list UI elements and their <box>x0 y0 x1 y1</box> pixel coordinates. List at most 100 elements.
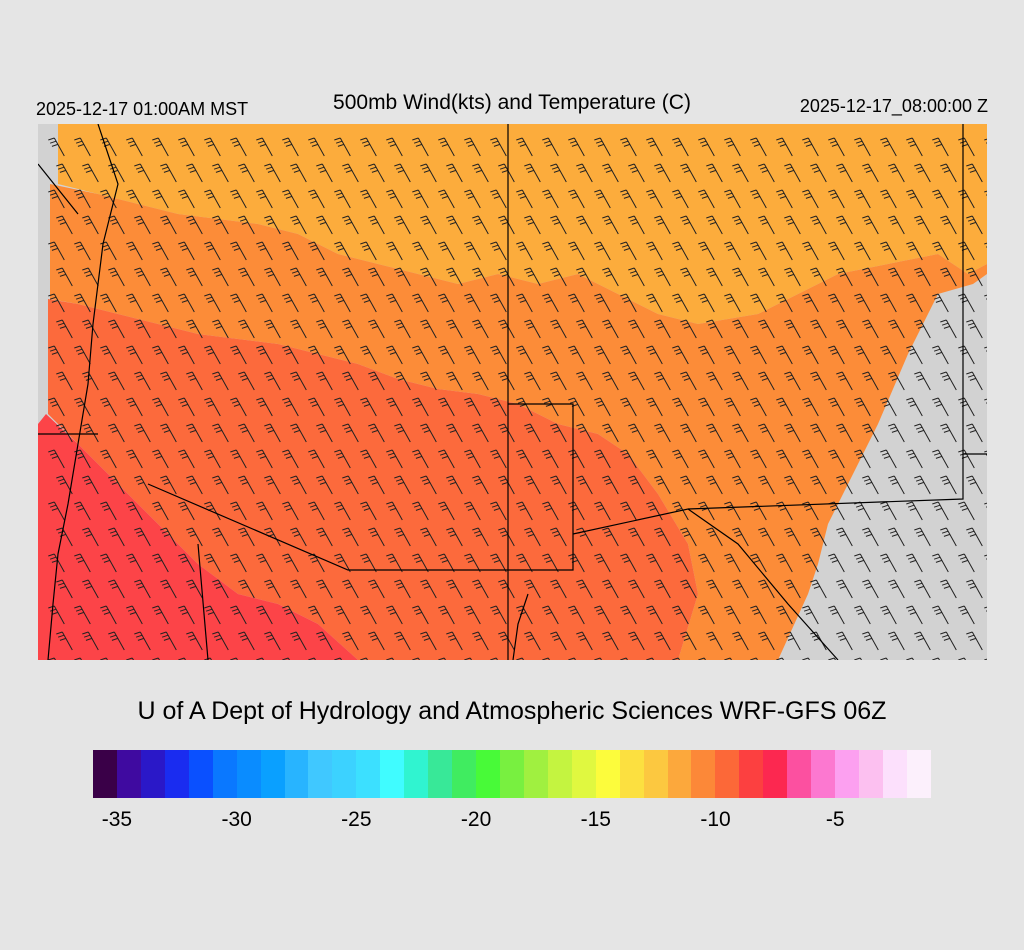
temp-zone-cold <box>38 414 358 660</box>
wind-barb <box>966 423 983 443</box>
wind-barb <box>706 423 723 443</box>
wind-barb <box>56 215 73 235</box>
colorbar-swatch <box>308 750 333 798</box>
wind-barb <box>368 267 385 287</box>
wind-barb <box>594 501 611 521</box>
wind-barb <box>862 371 879 391</box>
wind-barb <box>966 163 983 183</box>
wind-barb <box>230 241 247 261</box>
wind-barb <box>602 215 619 235</box>
wind-barb <box>290 631 307 651</box>
wind-barb <box>568 449 585 469</box>
wind-barb <box>654 527 671 547</box>
wind-barb <box>654 475 671 495</box>
wind-barb <box>464 605 481 625</box>
wind-barb <box>680 319 697 339</box>
wind-barb <box>568 605 585 625</box>
wind-barb <box>186 163 203 183</box>
wind-barb <box>308 293 325 313</box>
wind-barb <box>126 501 143 521</box>
wind-barb <box>542 293 559 313</box>
wind-barb <box>212 163 229 183</box>
wind-barb <box>550 215 567 235</box>
wind-barb <box>256 605 273 625</box>
wind-barb <box>238 319 255 339</box>
wind-barb <box>308 553 325 573</box>
wind-barb <box>940 319 957 339</box>
wind-barb <box>932 137 949 157</box>
wind-barb <box>186 371 203 391</box>
wind-barb <box>646 449 663 469</box>
wind-barb <box>74 397 91 417</box>
wind-barb <box>308 605 325 625</box>
wind-barb <box>542 397 559 417</box>
wind-barb <box>750 293 767 313</box>
wind-barb <box>342 631 359 651</box>
wind-barb <box>862 163 879 183</box>
wind-barb <box>654 371 671 391</box>
wind-barb <box>854 293 871 313</box>
wind-barb <box>386 605 403 625</box>
wind-barb <box>360 449 377 469</box>
wind-barb <box>706 215 723 235</box>
wind-barb <box>646 397 663 417</box>
wind-barb <box>490 397 507 417</box>
wind-barb <box>368 371 385 391</box>
wind-barb <box>394 163 411 183</box>
wind-barb <box>134 579 151 599</box>
wind-barb <box>186 267 203 287</box>
wind-barb <box>256 345 273 365</box>
wind-barb <box>836 163 853 183</box>
wind-barb <box>880 293 897 313</box>
colorbar-swatch <box>236 750 261 798</box>
wind-barb <box>758 631 775 651</box>
wind-barb <box>126 449 143 469</box>
wind-barb <box>290 527 307 547</box>
wind-barb <box>880 137 897 157</box>
wind-barb <box>906 501 923 521</box>
wind-barb <box>602 475 619 495</box>
wind-barb <box>732 319 749 339</box>
wind-barb <box>732 475 749 495</box>
wind-barb <box>386 501 403 521</box>
wind-barb <box>134 423 151 443</box>
wind-barb <box>802 345 819 365</box>
wind-barb <box>698 137 715 157</box>
wind-barb <box>862 475 879 495</box>
wind-barb <box>290 423 307 443</box>
wind-barb <box>550 527 567 547</box>
wind-barb <box>212 527 229 547</box>
credit-text: U of A Dept of Hydrology and Atmospheric… <box>137 697 887 725</box>
wind-barb <box>446 371 463 391</box>
wind-barb <box>524 267 541 287</box>
wind-barb <box>784 215 801 235</box>
wind-barb <box>724 605 741 625</box>
wind-barb <box>524 631 541 651</box>
wind-barb <box>940 631 957 651</box>
wind-barb <box>204 345 221 365</box>
wind-barb <box>238 631 255 651</box>
wind-barb <box>446 631 463 651</box>
wind-barb <box>160 475 177 495</box>
wind-barb <box>758 371 775 391</box>
colorbar-swatch <box>859 750 883 798</box>
wind-barb <box>74 605 91 625</box>
wind-barb <box>576 163 593 183</box>
wind-barb <box>550 579 567 599</box>
wind-barb <box>386 553 403 573</box>
wind-barb <box>940 267 957 287</box>
wind-barb <box>724 553 741 573</box>
wind-barb <box>342 527 359 547</box>
wind-barb <box>568 345 585 365</box>
wind-barb <box>472 163 489 183</box>
wind-barb <box>524 163 541 183</box>
wind-barb <box>386 397 403 417</box>
wind-barb <box>498 579 515 599</box>
wind-barb <box>282 189 299 209</box>
wind-barb <box>732 163 749 183</box>
wind-barb <box>256 189 273 209</box>
wind-barb <box>48 241 65 261</box>
wind-barb <box>672 189 689 209</box>
wind-barb <box>238 423 255 443</box>
wind-barb <box>706 371 723 391</box>
